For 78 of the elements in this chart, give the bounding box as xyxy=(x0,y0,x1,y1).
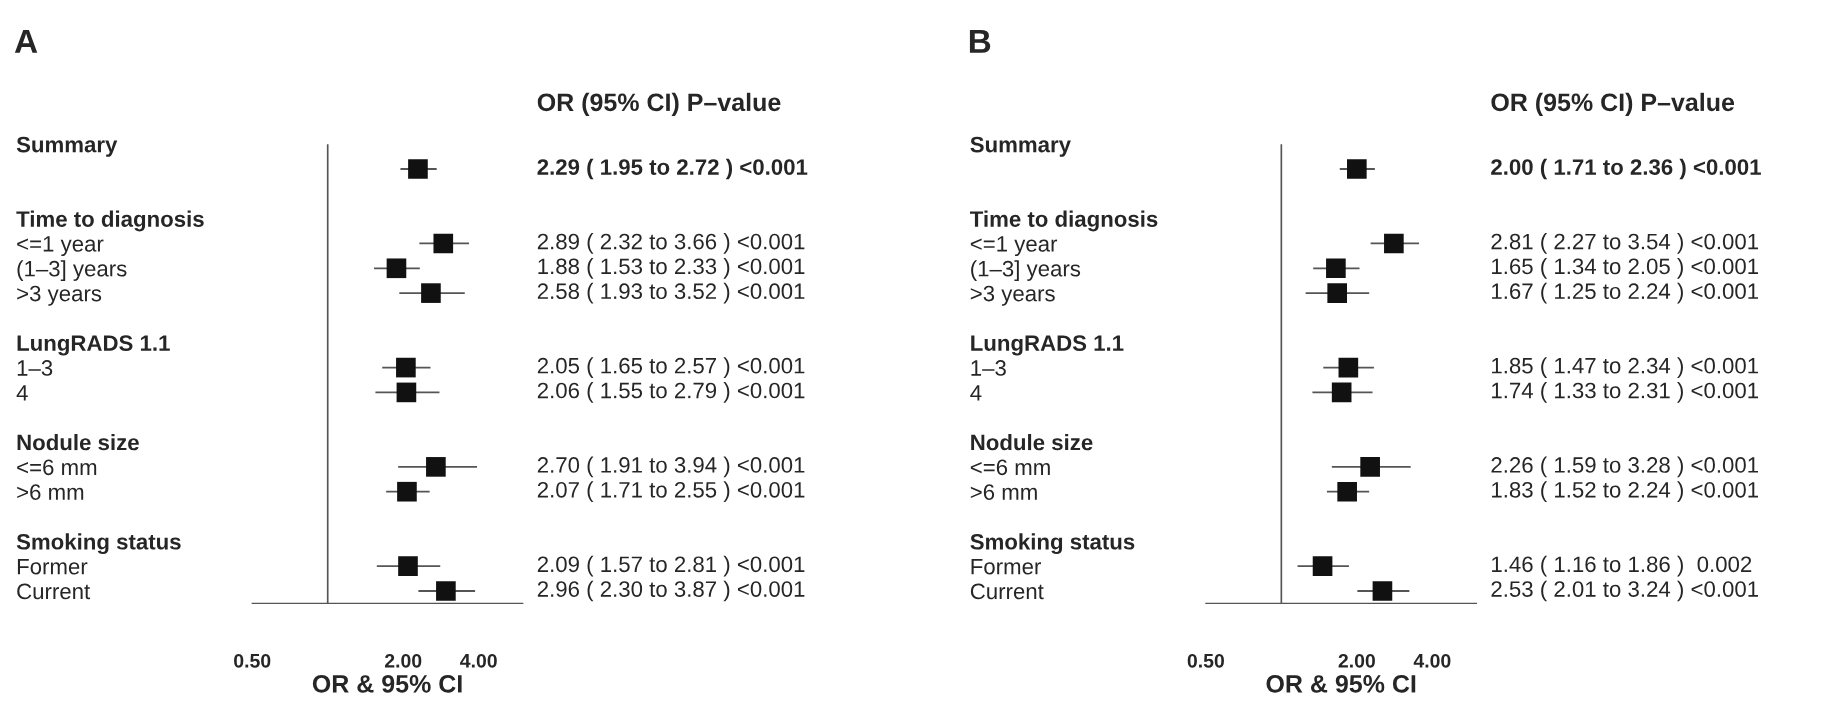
y-tick-label: (1–3] years xyxy=(17,260,127,281)
y-tick-label: Current xyxy=(970,583,1044,600)
point xyxy=(421,283,441,303)
x-tick-label: 4.00 xyxy=(460,653,497,668)
x-tick-label: 2.00 xyxy=(384,653,422,668)
y-tick-label: <=1 year xyxy=(17,236,104,257)
y-tick-label: Current xyxy=(17,583,91,600)
data-label: 2.29 ( 1.95 to 2.72 ) <0.001 xyxy=(537,158,808,180)
chart-title: A xyxy=(14,29,38,53)
y-tick-label: >3 years xyxy=(17,285,102,306)
data-label: 1.67 ( 1.25 to 2.24 ) <0.001 xyxy=(1492,282,1758,304)
point xyxy=(396,357,416,378)
data-label: 1.85 ( 1.47 to 2.34 ) <0.001 xyxy=(1492,357,1758,378)
data-label: 2.89 ( 2.32 to 3.66 ) <0.001 xyxy=(537,233,805,254)
data-label: 1.74 ( 1.33 to 2.31 ) <0.001 xyxy=(1492,382,1758,403)
point xyxy=(1326,258,1346,279)
point xyxy=(397,481,417,502)
y-tick-label: <=1 year xyxy=(970,236,1058,257)
point xyxy=(1337,481,1357,502)
y-tick-label: >3 years xyxy=(970,285,1055,306)
point xyxy=(436,581,456,601)
data-label: 1.88 ( 1.53 to 2.33 ) <0.001 xyxy=(538,257,805,279)
point xyxy=(1331,382,1352,403)
point xyxy=(1372,581,1393,601)
y-tick-label: LungRADS 1.1 xyxy=(17,335,170,356)
y-tick-label: 1–3 xyxy=(971,360,1006,376)
y-tick-label: Former xyxy=(17,558,88,575)
point xyxy=(408,159,428,179)
y-tick-label: <=6 mm xyxy=(17,459,97,476)
data-label: 2.53 ( 2.01 to 3.24 ) <0.001 xyxy=(1491,580,1758,602)
point xyxy=(1338,357,1359,378)
y-tick-label: 1–3 xyxy=(17,360,53,376)
x-tick-label: 0.50 xyxy=(1187,653,1224,668)
point xyxy=(1360,457,1380,477)
text: OR (95% CI) P–value xyxy=(537,92,781,117)
y-tick-label: Nodule size xyxy=(971,434,1093,451)
point xyxy=(398,556,418,576)
point xyxy=(396,382,417,403)
point xyxy=(1347,159,1367,179)
y-tick-label: Smoking status xyxy=(970,533,1135,555)
y-tick-label: Time to diagnosis xyxy=(16,210,204,232)
data-label: 2.05 ( 1.65 to 2.57 ) <0.001 xyxy=(537,357,805,378)
data-label: 1.65 ( 1.34 to 2.05 ) <0.001 xyxy=(1492,257,1758,279)
x-axis-title: OR & 95% CI xyxy=(312,674,462,693)
data-label: 2.26 ( 1.59 to 3.28 ) <0.001 xyxy=(1491,456,1758,478)
x-axis-title: OR & 95% CI xyxy=(1266,674,1416,693)
data-label: 2.81 ( 2.27 to 3.54 ) <0.001 xyxy=(1491,233,1758,254)
x-tick-label: 4.00 xyxy=(1413,653,1451,668)
data-label: 1.46 ( 1.16 to 1.86 ) 0.002 xyxy=(1492,555,1752,577)
y-tick-label: 4 xyxy=(16,385,28,401)
x-tick-label: 2.00 xyxy=(1338,653,1375,668)
y-tick-label: Former xyxy=(971,558,1041,575)
data-label: 2.06 ( 1.55 to 2.79 ) <0.001 xyxy=(537,382,805,403)
y-tick-label: <=6 mm xyxy=(970,459,1050,476)
y-tick-label: Summary xyxy=(970,136,1071,157)
y-tick-label: Smoking status xyxy=(16,533,181,555)
y-tick-label: LungRADS 1.1 xyxy=(971,335,1124,356)
data-label: 2.58 ( 1.93 to 3.52 ) <0.001 xyxy=(537,282,805,304)
y-tick-label: 4 xyxy=(970,385,982,401)
data-label: 2.00 ( 1.71 to 2.36 ) <0.001 xyxy=(1491,158,1761,180)
data-label: 1.83 ( 1.52 to 2.24 ) <0.001 xyxy=(1492,481,1758,503)
data-label: 2.70 ( 1.91 to 3.94 ) <0.001 xyxy=(537,456,805,478)
data-label: 2.09 ( 1.57 to 2.81 ) <0.001 xyxy=(537,555,805,577)
y-tick-label: >6 mm xyxy=(17,484,84,500)
y-tick-label: (1–3] years xyxy=(971,260,1081,281)
text: OR (95% CI) P–value xyxy=(1491,92,1735,117)
point xyxy=(426,457,446,477)
y-tick-label: Time to diagnosis xyxy=(969,210,1158,232)
point xyxy=(433,233,454,254)
chart-title: B xyxy=(969,29,991,53)
point xyxy=(1327,283,1348,303)
y-tick-label: Nodule size xyxy=(17,434,139,451)
y-tick-label: Summary xyxy=(16,136,118,157)
y-tick-label: >6 mm xyxy=(970,484,1037,500)
point xyxy=(386,258,407,279)
data-label: 2.07 ( 1.71 to 2.55 ) <0.001 xyxy=(537,481,805,503)
x-tick-label: 0.50 xyxy=(234,653,271,668)
data-label: 2.96 ( 2.30 to 3.87 ) <0.001 xyxy=(537,580,805,602)
